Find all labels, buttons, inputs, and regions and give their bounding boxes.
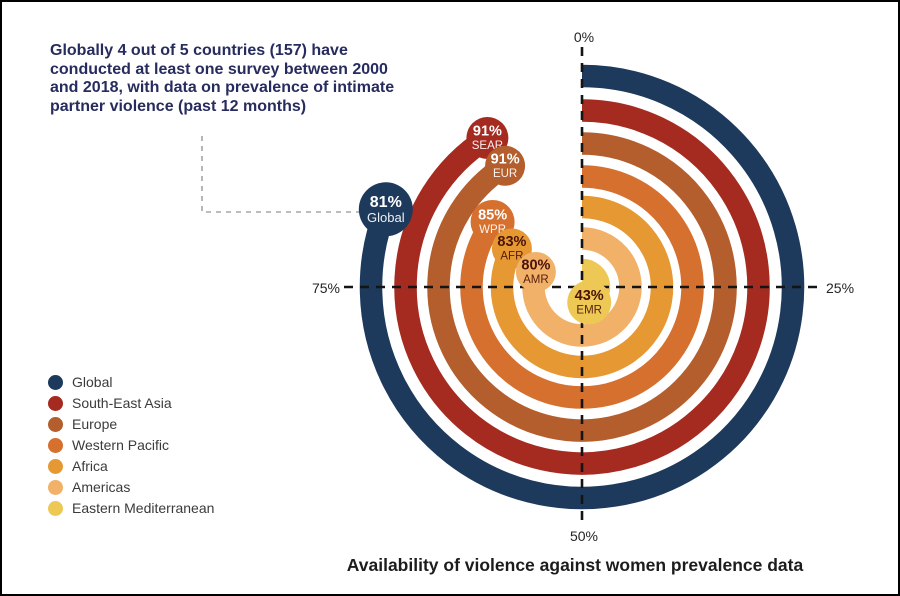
bubble-value-label: 91% [473, 124, 502, 140]
legend-item-amr: Americas [48, 479, 214, 495]
chart-title: Availability of violence against women p… [346, 555, 804, 575]
legend-label: Western Pacific [72, 437, 169, 453]
legend-label: Americas [72, 479, 131, 495]
legend-item-global: Global [48, 374, 214, 390]
legend-swatch-icon [48, 458, 63, 474]
axis-tick-75: 75% [311, 280, 340, 296]
legend: Global South-East Asia Europe Western Pacif… [48, 374, 214, 521]
axis-tick-25: 25% [826, 280, 855, 296]
bubble-value-label: 83% [497, 234, 526, 250]
legend-item-afr: Africa [48, 458, 214, 474]
ring-arc-wpr [460, 165, 704, 409]
value-bubble-global: 81%Global [358, 182, 413, 237]
legend-label: Europe [72, 416, 118, 432]
legend-item-sear: South-East Asia [48, 395, 214, 411]
annotation-line: and 2018, with data on prevalence of int… [50, 79, 395, 97]
bubble-region-code: AMR [523, 274, 549, 286]
bubble-circle [485, 145, 526, 186]
bubble-region-code: EUR [493, 168, 517, 180]
ring-arc-eur [427, 132, 737, 442]
ring-arc-sear [394, 99, 770, 475]
axis-tick-50: 50% [569, 528, 599, 544]
axis-tick-0: 0% [573, 29, 595, 45]
value-bubble-eur: 91%EUR [485, 145, 526, 186]
legend-label: Global [72, 374, 113, 390]
ring-arc-global [359, 64, 805, 510]
value-bubble-emr: 43%EMR [567, 280, 612, 325]
annotation-line: partner violence (past 12 months) [50, 97, 307, 115]
legend-label: South-East Asia [72, 395, 172, 411]
legend-item-emr: Eastern Mediterranean [48, 500, 214, 516]
legend-item-eur: Europe [48, 416, 214, 432]
bubble-circle [567, 280, 612, 325]
bubble-region-code: EMR [576, 304, 602, 316]
bubble-value-label: 43% [575, 288, 604, 304]
legend-swatch-icon [48, 395, 63, 411]
legend-label: Africa [72, 458, 108, 474]
legend-swatch-icon [48, 416, 63, 432]
value-bubble-amr: 80%AMR [515, 252, 556, 292]
ring-arc-afr [490, 195, 674, 379]
bubble-value-label: 91% [491, 151, 520, 167]
legend-label: Eastern Mediterranean [72, 500, 215, 516]
bubble-value-label: 80% [521, 258, 550, 274]
legend-item-wpr: Western Pacific [48, 437, 214, 453]
legend-swatch-icon [48, 500, 63, 516]
annotation-line: conducted at least one survey between 20… [50, 60, 388, 78]
bubble-region-code: Global [367, 210, 405, 225]
annotation-text: Globally 4 out of 5 countries (157) have… [50, 42, 450, 116]
legend-swatch-icon [48, 437, 63, 453]
ring-arc-amr [522, 227, 642, 347]
bubble-value-label: 81% [370, 194, 402, 211]
annotation-connector-line [201, 136, 359, 213]
bubble-circle [515, 252, 556, 292]
legend-swatch-icon [48, 374, 63, 390]
bubble-value-label: 85% [478, 208, 507, 224]
bubble-circle [358, 182, 413, 237]
legend-swatch-icon [48, 479, 63, 495]
bubble-region-code: AFR [500, 251, 523, 263]
annotation-line: Globally 4 out of 5 countries (157) have [50, 42, 348, 59]
